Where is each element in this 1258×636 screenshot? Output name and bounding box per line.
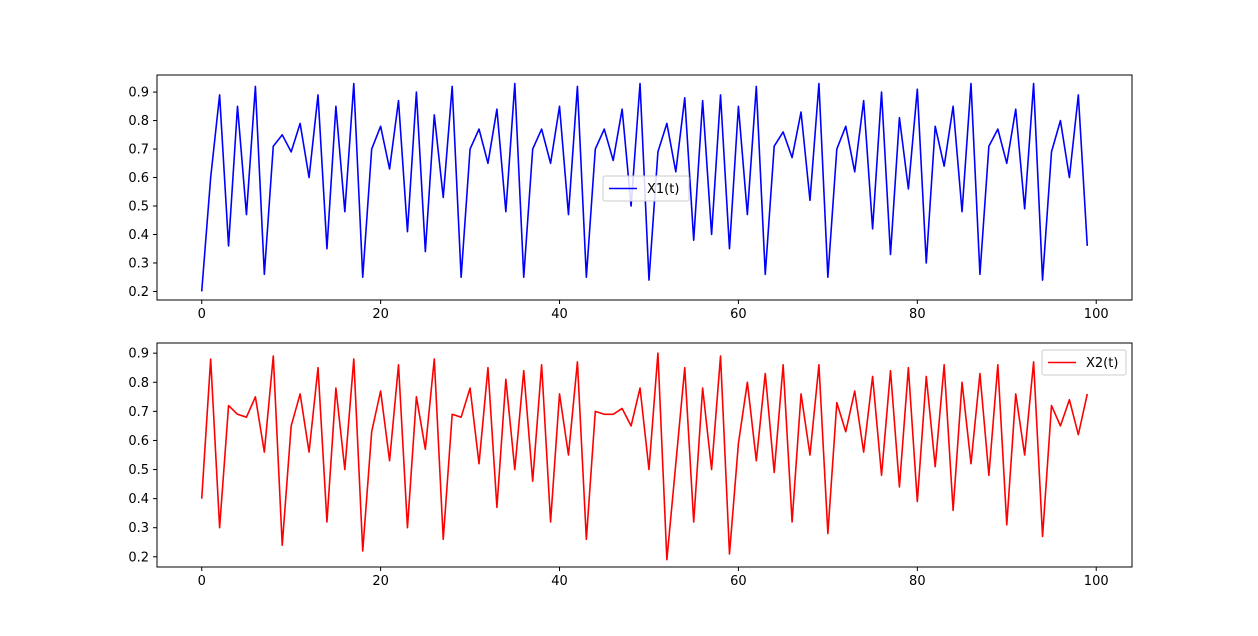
y-tick-label: 0.5 (128, 463, 149, 478)
y-tick-label: 0.8 (128, 114, 149, 129)
y-tick-label: 0.3 (128, 521, 149, 536)
legend-box (602, 175, 690, 202)
chart-x1: 0 20 40 60 80 100 0.2 0.3 0.4 0.5 0.6 0.7 0.8 0.9 X1(t… (128, 74, 1133, 322)
legend-label: X2(t) (1086, 356, 1118, 371)
y-tick-label: 0.9 (128, 347, 149, 362)
x-tick-label: 100 (1084, 307, 1109, 322)
series-line-2-1 (200, 352, 1089, 561)
x-tick-label: 40 (551, 307, 568, 322)
y-tick-label: 0.7 (128, 143, 149, 158)
axes-frame (156, 342, 1133, 568)
y-tick-label: 0.3 (128, 256, 149, 271)
x-tick-label: 100 (1084, 574, 1109, 589)
x-tick-label: 0 (198, 307, 206, 322)
y-tick-label: 0.7 (128, 405, 149, 420)
chart-x2: 0 20 40 60 80 100 0.2 0.3 0.4 0.5 0.6 0.7 0.8 0.9 X2(t… (128, 342, 1133, 589)
legend-box (1041, 349, 1127, 376)
legend: X2(t) (1041, 349, 1127, 376)
x-tick-label: 20 (372, 307, 389, 322)
x-tick-label: 60 (730, 307, 747, 322)
y-tick-label: 0.8 (128, 376, 149, 391)
y-tick-label: 0.2 (128, 285, 149, 300)
x-tick-label: 60 (730, 574, 747, 589)
legend-label: X1(t) (647, 182, 679, 197)
y-tick-label: 0.5 (128, 200, 149, 215)
x-tick-label: 80 (909, 574, 926, 589)
legend: X1(t) (602, 175, 690, 202)
x-tick-label: 40 (551, 574, 568, 589)
x-tick-label: 80 (909, 307, 926, 322)
y-tick-label: 0.6 (128, 171, 149, 186)
x-tick-label: 0 (198, 574, 206, 589)
y-tick-label: 0.4 (128, 228, 149, 243)
x-tick-label: 20 (372, 574, 389, 589)
axes-frame (156, 74, 1133, 301)
y-tick-label: 0.2 (128, 550, 149, 565)
y-tick-label: 0.6 (128, 434, 149, 449)
y-tick-label: 0.9 (128, 86, 149, 101)
y-tick-label: 0.4 (128, 492, 149, 507)
